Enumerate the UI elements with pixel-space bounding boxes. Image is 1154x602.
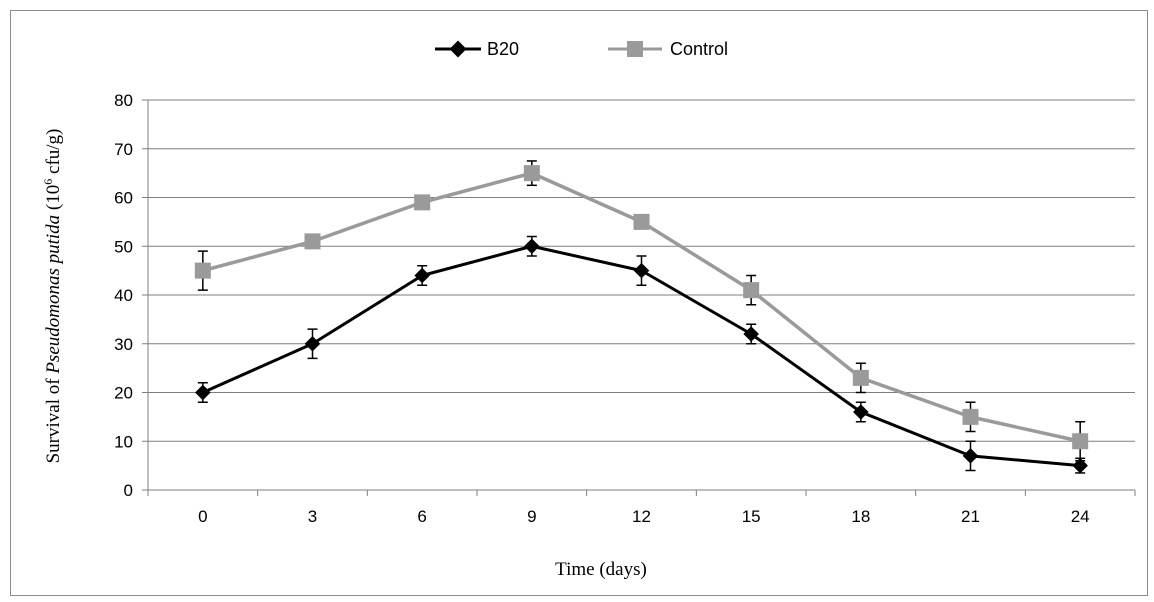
legend-item-b20: B20 bbox=[435, 39, 519, 59]
data-point-b20 bbox=[524, 238, 540, 255]
data-point-control bbox=[852, 369, 869, 386]
legend-item-control: Control bbox=[608, 39, 728, 59]
x-tick-label: 6 bbox=[417, 507, 426, 526]
y-axis-title-part: (10 bbox=[43, 185, 64, 215]
y-axis-title-part: Survival of bbox=[43, 374, 64, 464]
y-axis-title: Survival of Pseudomonas putida (106 cfu/… bbox=[41, 129, 64, 464]
y-tick-label: 0 bbox=[124, 481, 133, 500]
data-point-b20 bbox=[962, 448, 979, 464]
legend: B20 Control bbox=[435, 39, 728, 59]
legend-label-control: Control bbox=[670, 39, 728, 59]
x-tick-label: 24 bbox=[1071, 507, 1090, 526]
series-line-control bbox=[202, 171, 1081, 443]
y-tick-label: 20 bbox=[114, 384, 133, 403]
y-tick-labels: 0 10 20 30 40 50 60 70 80 bbox=[114, 91, 133, 500]
legend-marker-b20 bbox=[449, 40, 467, 58]
data-point-control bbox=[414, 194, 431, 211]
y-tick-label: 10 bbox=[114, 432, 133, 451]
x-tick-label: 18 bbox=[851, 507, 870, 526]
data-point-control bbox=[523, 165, 540, 182]
data-point-b20 bbox=[195, 384, 211, 401]
line-chart: 0 10 20 30 40 50 60 70 80 0 3 6 9 12 15 18 21 24 Time (d… bbox=[41, 39, 1136, 580]
data-point-b20 bbox=[1072, 457, 1088, 474]
y-axis-title-exponent: 6 bbox=[41, 179, 55, 185]
data-point-b20 bbox=[414, 267, 430, 284]
y-tick-label: 50 bbox=[114, 237, 133, 256]
y-axis-title-part: cfu/g) bbox=[43, 129, 64, 179]
data-point-control bbox=[304, 233, 321, 250]
data-point-b20 bbox=[304, 335, 321, 352]
x-tick-label: 15 bbox=[742, 507, 761, 526]
data-point-control bbox=[1072, 433, 1089, 450]
x-tick-label: 21 bbox=[961, 507, 980, 526]
series-layer bbox=[194, 160, 1089, 474]
y-axis-title-species: Pseudomonas putida bbox=[43, 215, 64, 375]
y-tick-label: 30 bbox=[114, 335, 133, 354]
axes bbox=[142, 99, 1136, 496]
data-point-b20 bbox=[633, 262, 650, 279]
y-tick-label: 40 bbox=[114, 286, 133, 305]
y-tick-label: 70 bbox=[114, 140, 133, 159]
x-axis-title: Time (days) bbox=[555, 559, 647, 580]
data-point-control bbox=[962, 408, 979, 425]
series-b20 bbox=[195, 235, 1088, 474]
x-tick-label: 3 bbox=[308, 507, 317, 526]
data-point-control bbox=[743, 282, 760, 299]
series-control bbox=[194, 160, 1089, 462]
x-tick-label: 12 bbox=[632, 507, 651, 526]
x-tick-labels: 0 3 6 9 12 15 18 21 24 bbox=[198, 507, 1090, 526]
legend-label-b20: B20 bbox=[487, 39, 519, 59]
x-tick-label: 0 bbox=[198, 507, 207, 526]
data-point-control bbox=[194, 262, 211, 279]
x-tick-label: 9 bbox=[527, 507, 536, 526]
data-point-control bbox=[633, 213, 650, 230]
y-tick-label: 60 bbox=[114, 189, 133, 208]
y-tick-label: 80 bbox=[114, 91, 133, 110]
legend-marker-control bbox=[627, 41, 643, 57]
chart-frame: 0 10 20 30 40 50 60 70 80 0 3 6 9 12 15 18 21 24 Time (d… bbox=[10, 10, 1148, 596]
